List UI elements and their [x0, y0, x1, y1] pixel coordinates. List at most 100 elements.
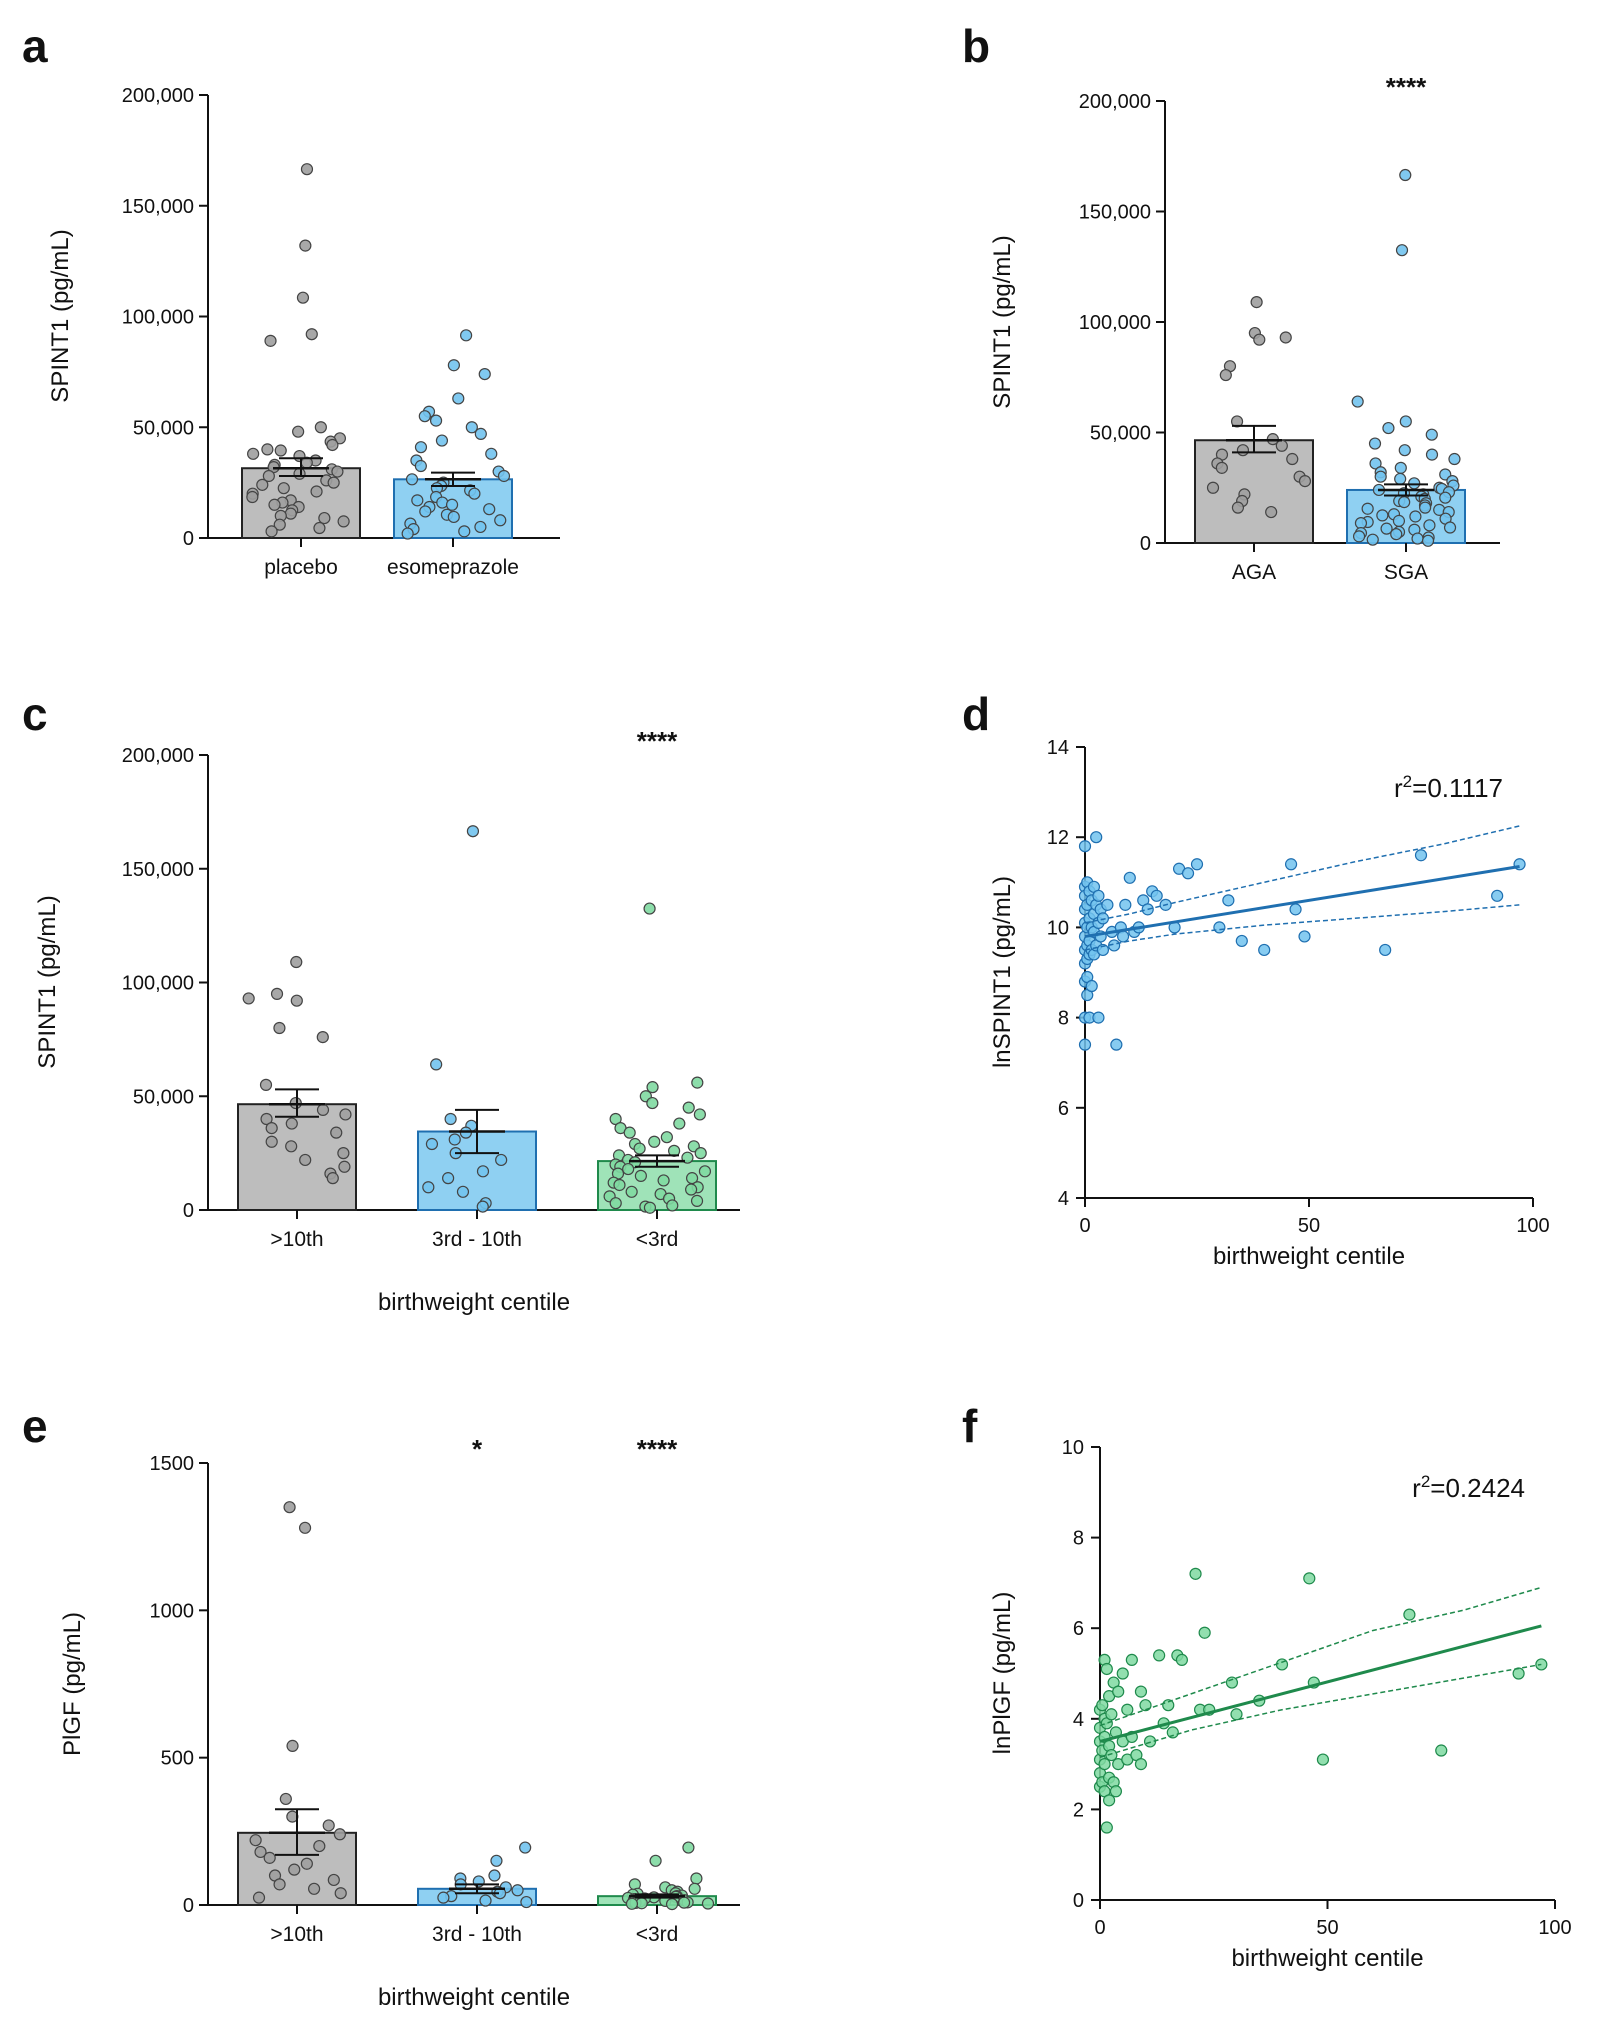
y-tick-label: 1500 [150, 1453, 195, 1475]
y-tick-label: 10 [1047, 917, 1069, 939]
panel-label-c: c [22, 688, 48, 740]
x-tick-label: <3rd [636, 1923, 679, 1946]
data-point [1399, 168, 1412, 182]
data-point [333, 1828, 346, 1841]
data-point [252, 1891, 266, 1904]
data-point [1286, 452, 1299, 466]
data-point [485, 447, 498, 460]
data-point [1110, 1038, 1123, 1051]
data-point [1392, 514, 1406, 528]
y-tick-label: 200,000 [1079, 91, 1151, 113]
data-point [1390, 528, 1403, 541]
data-point [447, 359, 460, 372]
data-point [279, 1792, 292, 1806]
data-point [1253, 333, 1266, 346]
data-point [436, 496, 449, 509]
data-point [435, 434, 449, 447]
data-point [313, 1839, 326, 1853]
data-point [334, 1887, 347, 1900]
data-point [1425, 448, 1439, 461]
data-point [478, 367, 491, 381]
panel-b-bar-chart: 0 50,000 100,000 150,000 200,000 SPINT1 (pg/m… [989, 72, 1500, 584]
data-point [326, 1172, 339, 1185]
data-point [316, 1030, 329, 1044]
data-point [666, 1199, 679, 1212]
data-point [316, 1103, 330, 1117]
data-point [246, 490, 259, 504]
x-axis-title: birthweight centile [1231, 1945, 1423, 1972]
data-point [1298, 930, 1311, 943]
y-tick-label: 6 [1058, 1098, 1069, 1120]
data-point [1425, 428, 1438, 441]
data-point [677, 1896, 691, 1909]
data-point [264, 334, 277, 347]
data-point [327, 1873, 340, 1887]
data-point [1408, 477, 1421, 490]
data-point [1279, 331, 1292, 344]
data-point [1190, 858, 1204, 871]
data-point [288, 1863, 301, 1876]
data-point [1162, 1699, 1175, 1712]
data-point [1181, 867, 1195, 880]
data-point [1395, 244, 1409, 257]
panel-label-e: e [22, 1400, 48, 1452]
data-point [270, 987, 284, 1000]
data-point [688, 1882, 701, 1895]
panel-d-scatter-plot: 4 6 8 10 12 14 0 50 100 lnSPINT1 (pg/mL) birthweig… [989, 737, 1550, 1270]
data-point [494, 514, 507, 527]
data-point [698, 1165, 712, 1178]
data-point [452, 392, 465, 405]
x-axis-title: birthweight centile [378, 1984, 570, 2011]
significance-marker: **** [637, 726, 678, 756]
data-point [1116, 1667, 1129, 1680]
data-point [1109, 1785, 1123, 1798]
data-point [690, 1872, 703, 1885]
r-squared-annotation: r2=0.1117 [1394, 772, 1503, 803]
y-axis-title: lnPlGF (pg/mL) [989, 1592, 1016, 1755]
data-point [673, 1117, 686, 1130]
data-point [1219, 368, 1232, 382]
data-point [318, 511, 331, 525]
x-axis-title: birthweight centile [1213, 1243, 1405, 1270]
data-point [1112, 1685, 1125, 1698]
data-point [633, 1142, 646, 1155]
confidence-band-upper [1084, 825, 1520, 924]
data-point [468, 487, 481, 500]
r-squared-annotation: r2=0.2424 [1412, 1472, 1525, 1503]
data-point [296, 291, 310, 304]
x-axis-title: birthweight centile [378, 1289, 570, 1316]
y-tick-label: 100,000 [122, 307, 194, 329]
data-point [643, 902, 656, 915]
data-point [483, 503, 496, 516]
data-point [1096, 912, 1110, 925]
data-point [1376, 509, 1389, 522]
regression-line [1099, 1624, 1542, 1743]
data-point [307, 1882, 321, 1895]
y-tick-label: 10 [1062, 1437, 1084, 1459]
y-tick-label: 150,000 [1079, 202, 1151, 224]
data-point [1421, 534, 1435, 547]
confidence-band-upper [1099, 1586, 1542, 1727]
data-point [437, 1891, 450, 1904]
data-point [268, 498, 281, 511]
data-point [1175, 1653, 1189, 1667]
data-point [1379, 943, 1392, 957]
data-point [1236, 444, 1250, 457]
data-point [474, 427, 487, 440]
data-point [277, 482, 290, 495]
data-point [649, 1854, 662, 1867]
data-point [290, 994, 303, 1007]
data-point [422, 1181, 435, 1194]
x-tick-label: AGA [1232, 561, 1276, 584]
y-tick-label: 200,000 [122, 85, 194, 107]
data-point [430, 1058, 443, 1071]
data-point [283, 1501, 296, 1514]
data-point [490, 1854, 503, 1867]
data-point [1105, 1748, 1118, 1762]
data-point [444, 1112, 457, 1126]
data-point [643, 1201, 657, 1214]
x-tick-label: 50 [1316, 1917, 1338, 1939]
data-point [609, 1197, 622, 1210]
